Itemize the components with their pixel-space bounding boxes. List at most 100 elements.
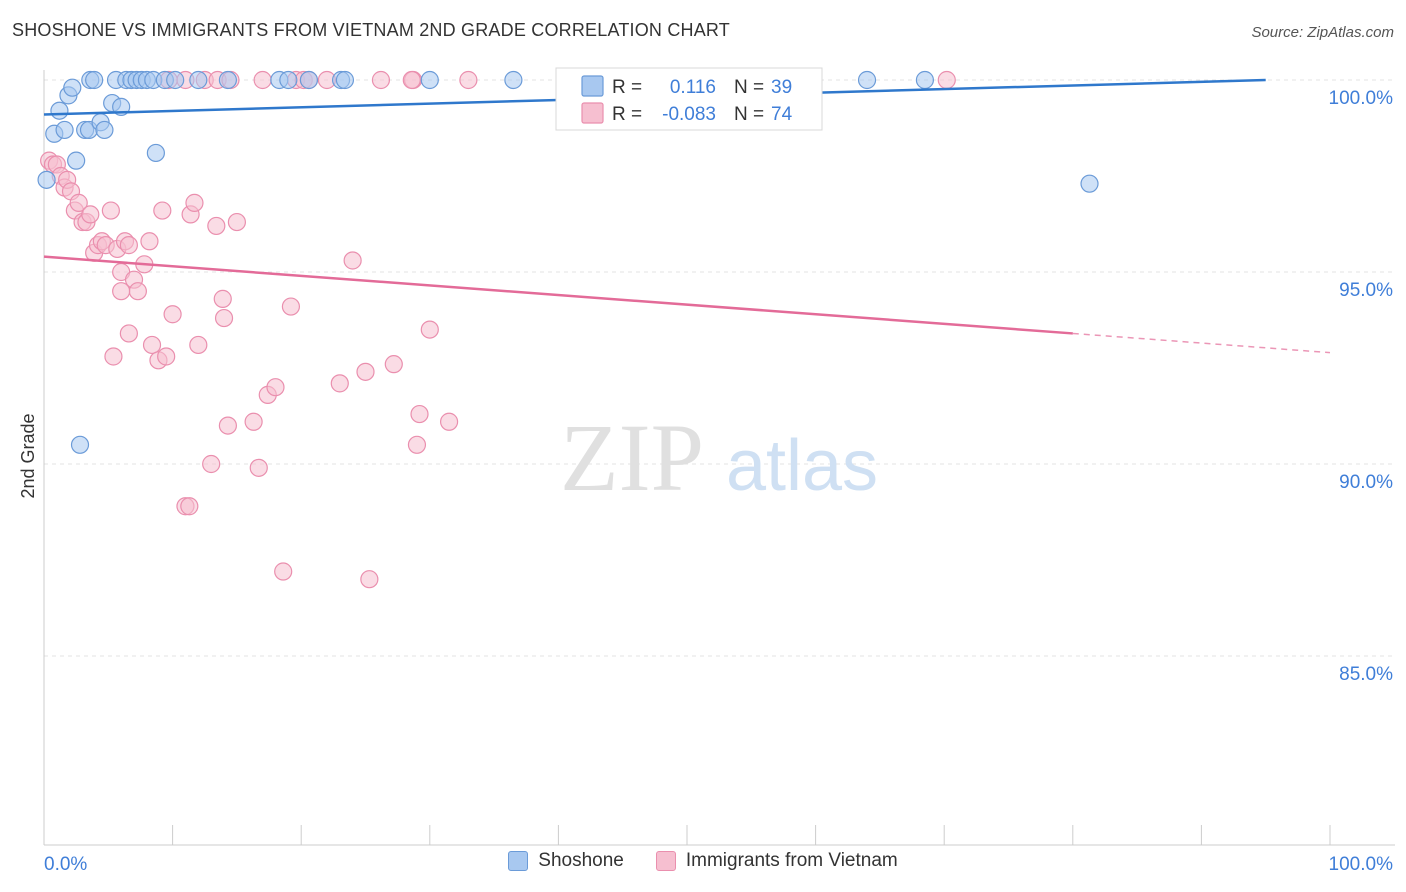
- watermark: ZIP atlas: [560, 404, 878, 511]
- vietnam-point: [112, 282, 131, 301]
- stats-r-value-pink: -0.083: [662, 104, 716, 125]
- source-label: Source: ZipAtlas.com: [1251, 24, 1394, 41]
- vietnam-point: [266, 378, 285, 397]
- vietnam-point: [420, 320, 439, 339]
- series-shoshone-points: [37, 70, 1099, 454]
- vietnam-point: [360, 570, 379, 589]
- legend-swatch-pink: [655, 851, 676, 871]
- vietnam-point: [185, 193, 204, 212]
- watermark-zip: ZIP: [560, 404, 704, 511]
- x-tick-label: 0.0%: [44, 854, 87, 875]
- shoshone-point: [279, 70, 298, 90]
- axes: [43, 70, 1395, 846]
- vietnam-trend-line-extension: [1072, 332, 1331, 354]
- shoshone-point: [67, 151, 86, 170]
- vietnam-point: [163, 305, 182, 324]
- vietnam-point: [202, 454, 221, 474]
- vietnam-point: [128, 282, 147, 301]
- shoshone-point: [299, 70, 319, 90]
- shoshone-point: [857, 70, 877, 90]
- y-tick-label: 95.0%: [1339, 280, 1393, 301]
- shoshone-point: [335, 70, 355, 90]
- vietnam-point: [410, 404, 429, 424]
- vietnam-point: [281, 297, 301, 316]
- y-tick-labels: 100.0% 95.0% 90.0% 85.0%: [1329, 88, 1394, 685]
- vietnam-point: [244, 412, 263, 431]
- watermark-atlas: atlas: [726, 426, 878, 506]
- y-tick-label: 90.0%: [1339, 472, 1393, 493]
- vietnam-point: [227, 212, 246, 232]
- vietnam-point: [189, 335, 208, 355]
- shoshone-point: [70, 435, 90, 454]
- shoshone-point: [146, 143, 165, 163]
- vietnam-point: [459, 70, 478, 90]
- vietnam-point: [207, 216, 226, 236]
- vietnam-point: [101, 201, 120, 220]
- vietnam-point: [402, 70, 421, 90]
- y-tick-label: 100.0%: [1329, 88, 1394, 109]
- chart-title: SHOSHONE VS IMMIGRANTS FROM VIETNAM 2ND …: [12, 20, 731, 40]
- vietnam-point: [119, 236, 138, 255]
- vietnam-point: [407, 435, 427, 454]
- x-tick-label: 100.0%: [1329, 854, 1394, 875]
- shoshone-point: [504, 70, 523, 90]
- legend-item-shoshone: Shoshone: [508, 850, 624, 872]
- vietnam-point: [218, 416, 237, 435]
- shoshone-point: [218, 70, 237, 90]
- stats-swatch-blue: [581, 75, 604, 97]
- legend: Shoshone Immigrants from Vietnam: [0, 850, 1406, 872]
- vietnam-point: [180, 497, 199, 516]
- shoshone-point: [50, 101, 69, 120]
- vietnam-point: [371, 70, 391, 90]
- vietnam-point: [142, 335, 162, 355]
- shoshone-point: [37, 170, 56, 189]
- vietnam-point: [140, 232, 159, 251]
- x-tick-labels: 0.0% 100.0%: [44, 854, 1393, 875]
- vietnam-point: [69, 193, 88, 212]
- shoshone-point: [85, 70, 104, 90]
- legend-label-vietnam: Immigrants from Vietnam: [685, 850, 898, 871]
- stats-n-label-pink: N =: [734, 104, 764, 125]
- stats-swatch-pink: [581, 102, 604, 124]
- stats-r-label-blue: R =: [612, 77, 642, 98]
- shoshone-point: [189, 70, 208, 90]
- stats-n-value-pink: 74: [771, 104, 793, 125]
- shoshone-point: [95, 120, 114, 140]
- vietnam-point: [330, 374, 349, 393]
- vietnam-point: [356, 362, 375, 381]
- shoshone-point: [166, 70, 185, 90]
- vietnam-point: [213, 289, 232, 308]
- vietnam-point: [253, 70, 272, 90]
- vietnam-point: [274, 562, 293, 581]
- legend-label-shoshone: Shoshone: [538, 850, 624, 871]
- vietnam-point: [104, 347, 123, 366]
- y-tick-label: 85.0%: [1339, 664, 1393, 685]
- vietnam-point: [214, 308, 234, 328]
- vietnam-point: [937, 70, 956, 90]
- vietnam-point: [384, 355, 403, 374]
- shoshone-point: [420, 70, 439, 90]
- vietnam-point: [119, 324, 138, 343]
- stats-n-label-blue: N =: [734, 77, 764, 98]
- vietnam-point: [153, 201, 172, 220]
- stats-r-value-blue: 0.116: [670, 77, 716, 98]
- shoshone-point: [1080, 174, 1099, 193]
- stats-n-value-blue: 39: [771, 77, 792, 98]
- shoshone-point: [55, 120, 74, 140]
- vietnam-point: [343, 251, 362, 270]
- y-axis-label: 2nd Grade: [18, 413, 38, 498]
- legend-swatch-blue: [508, 851, 529, 871]
- shoshone-point: [915, 70, 935, 90]
- vietnam-trend-line: [43, 255, 1073, 335]
- legend-item-vietnam: Immigrants from Vietnam: [655, 850, 898, 872]
- stats-box: R = 0.116 N = 39 R = -0.083 N = 74: [555, 67, 823, 131]
- grid-lines: [44, 79, 1395, 657]
- stats-r-label-pink: R =: [612, 104, 642, 125]
- vietnam-point: [157, 347, 176, 366]
- vietnam-point: [81, 205, 100, 224]
- series-vietnam-points: [40, 70, 956, 589]
- shoshone-point: [63, 78, 82, 97]
- vietnam-point: [249, 458, 268, 477]
- vietnam-point: [439, 412, 459, 431]
